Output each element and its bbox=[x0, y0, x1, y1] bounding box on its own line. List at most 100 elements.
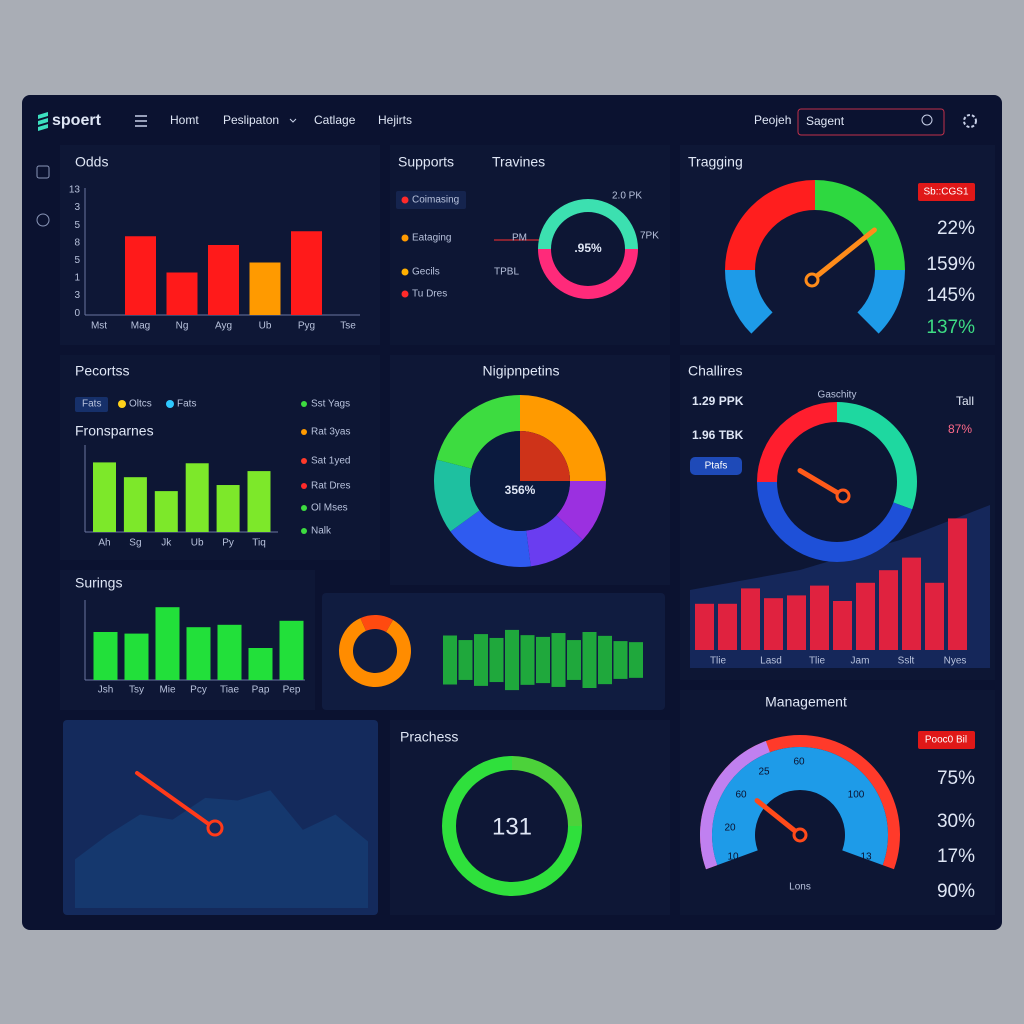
legend-dot bbox=[301, 505, 307, 511]
legend-dot bbox=[401, 234, 409, 242]
legend-dot bbox=[118, 400, 126, 408]
x-tick-label: Sslt bbox=[898, 656, 915, 667]
stat: 75% bbox=[937, 768, 975, 789]
bar bbox=[123, 477, 147, 532]
stat: 17% bbox=[937, 846, 975, 867]
needle bbox=[809, 227, 877, 283]
stat: 159% bbox=[926, 254, 975, 275]
x-tick-label: Pap bbox=[252, 685, 270, 696]
bar bbox=[93, 632, 118, 680]
dial-label: 25 bbox=[758, 767, 770, 778]
stat: 137% bbox=[926, 317, 975, 338]
donut-label: PM bbox=[512, 233, 527, 244]
panel-title: Tragging bbox=[688, 154, 743, 170]
ring-center: 131 bbox=[492, 813, 532, 840]
gauge-band bbox=[757, 482, 913, 562]
dial-caption: Lons bbox=[789, 882, 811, 893]
settings-icon[interactable] bbox=[963, 114, 977, 128]
bar bbox=[879, 570, 898, 650]
bar bbox=[489, 637, 504, 683]
x-tick-label: Sg bbox=[129, 538, 141, 549]
search-icon[interactable] bbox=[921, 114, 933, 126]
legend-label: Fats bbox=[177, 399, 196, 410]
gauge-band bbox=[725, 270, 773, 334]
legend-label: Oltcs bbox=[129, 399, 152, 410]
bar bbox=[185, 463, 209, 532]
bar bbox=[598, 635, 612, 685]
legend-label: Coimasing bbox=[412, 195, 459, 206]
legend-label: Fats bbox=[82, 399, 101, 410]
stat: 30% bbox=[937, 811, 975, 832]
panel-title: Supports bbox=[398, 154, 454, 170]
gauge-band bbox=[725, 180, 815, 270]
search-text: Sagent bbox=[806, 114, 845, 128]
nav-link[interactable]: Hejirts bbox=[378, 113, 412, 127]
needle-pivot bbox=[835, 488, 851, 504]
bar bbox=[764, 598, 783, 650]
badge-text: Pooc0 Bil bbox=[925, 735, 967, 746]
donut-segment bbox=[538, 249, 638, 299]
project[interactable]: Peojeh bbox=[754, 113, 791, 127]
nav-link[interactable]: Peslipaton bbox=[223, 113, 279, 127]
chip[interactable] bbox=[75, 397, 108, 412]
y-tick-label: 0 bbox=[74, 308, 80, 319]
search-box[interactable] bbox=[797, 108, 945, 136]
legend-label: Rat Dres bbox=[311, 481, 350, 492]
x-tick-label: Mie bbox=[159, 685, 176, 696]
legend-dot bbox=[401, 290, 409, 298]
chip[interactable] bbox=[690, 457, 742, 475]
bar bbox=[458, 640, 473, 680]
bar bbox=[208, 245, 239, 315]
donut-segment bbox=[556, 481, 606, 540]
side-icon[interactable] bbox=[36, 213, 50, 227]
nav-link[interactable]: Catlage bbox=[314, 113, 356, 127]
label: Tall bbox=[956, 394, 974, 408]
y-tick-label: 1 bbox=[74, 273, 80, 284]
legend-label: Tu Dres bbox=[412, 289, 447, 300]
donut-segment bbox=[339, 618, 412, 687]
panel bbox=[390, 145, 670, 345]
y-tick-label: 13 bbox=[69, 185, 81, 196]
bar bbox=[567, 640, 581, 680]
bar bbox=[166, 272, 198, 315]
side-icon[interactable] bbox=[36, 165, 50, 179]
panel bbox=[680, 145, 995, 345]
legend-dot bbox=[301, 483, 307, 489]
bar bbox=[536, 636, 550, 684]
bar bbox=[582, 632, 597, 688]
menu-icon[interactable] bbox=[135, 115, 147, 127]
x-tick-label: Jsh bbox=[98, 685, 114, 696]
bar bbox=[249, 262, 281, 315]
bar bbox=[629, 642, 643, 678]
y-tick-label: 3 bbox=[74, 202, 80, 213]
gauge-band bbox=[815, 180, 905, 270]
badge bbox=[918, 183, 975, 201]
legend-box bbox=[396, 191, 466, 209]
nav-link[interactable]: Homt bbox=[170, 113, 199, 127]
dial-label: 13 bbox=[860, 852, 872, 863]
bar bbox=[216, 485, 240, 532]
dial-label: 20 bbox=[724, 823, 736, 834]
logo bbox=[38, 112, 48, 131]
legend-dot bbox=[301, 401, 307, 407]
needle-pivot bbox=[792, 827, 808, 843]
needle-pivot bbox=[804, 272, 820, 288]
legend-dot bbox=[301, 429, 307, 435]
subtitle: Fronsparnes bbox=[75, 423, 154, 439]
decor-needle bbox=[135, 771, 212, 827]
legend-label: Nalk bbox=[311, 526, 332, 537]
bar bbox=[505, 629, 519, 691]
needle bbox=[754, 798, 803, 838]
donut-label: 7PK bbox=[640, 231, 659, 242]
bar bbox=[551, 633, 566, 687]
legend-label: Ol Mses bbox=[311, 503, 348, 514]
legend-dot bbox=[401, 196, 409, 204]
bar bbox=[856, 582, 875, 650]
donut-label: TPBL bbox=[494, 267, 519, 278]
donut-segment bbox=[538, 199, 638, 249]
bar bbox=[125, 236, 156, 315]
x-tick-label: Nyes bbox=[944, 656, 967, 667]
bar bbox=[155, 607, 180, 680]
x-tick-label: Tlie bbox=[809, 656, 826, 667]
